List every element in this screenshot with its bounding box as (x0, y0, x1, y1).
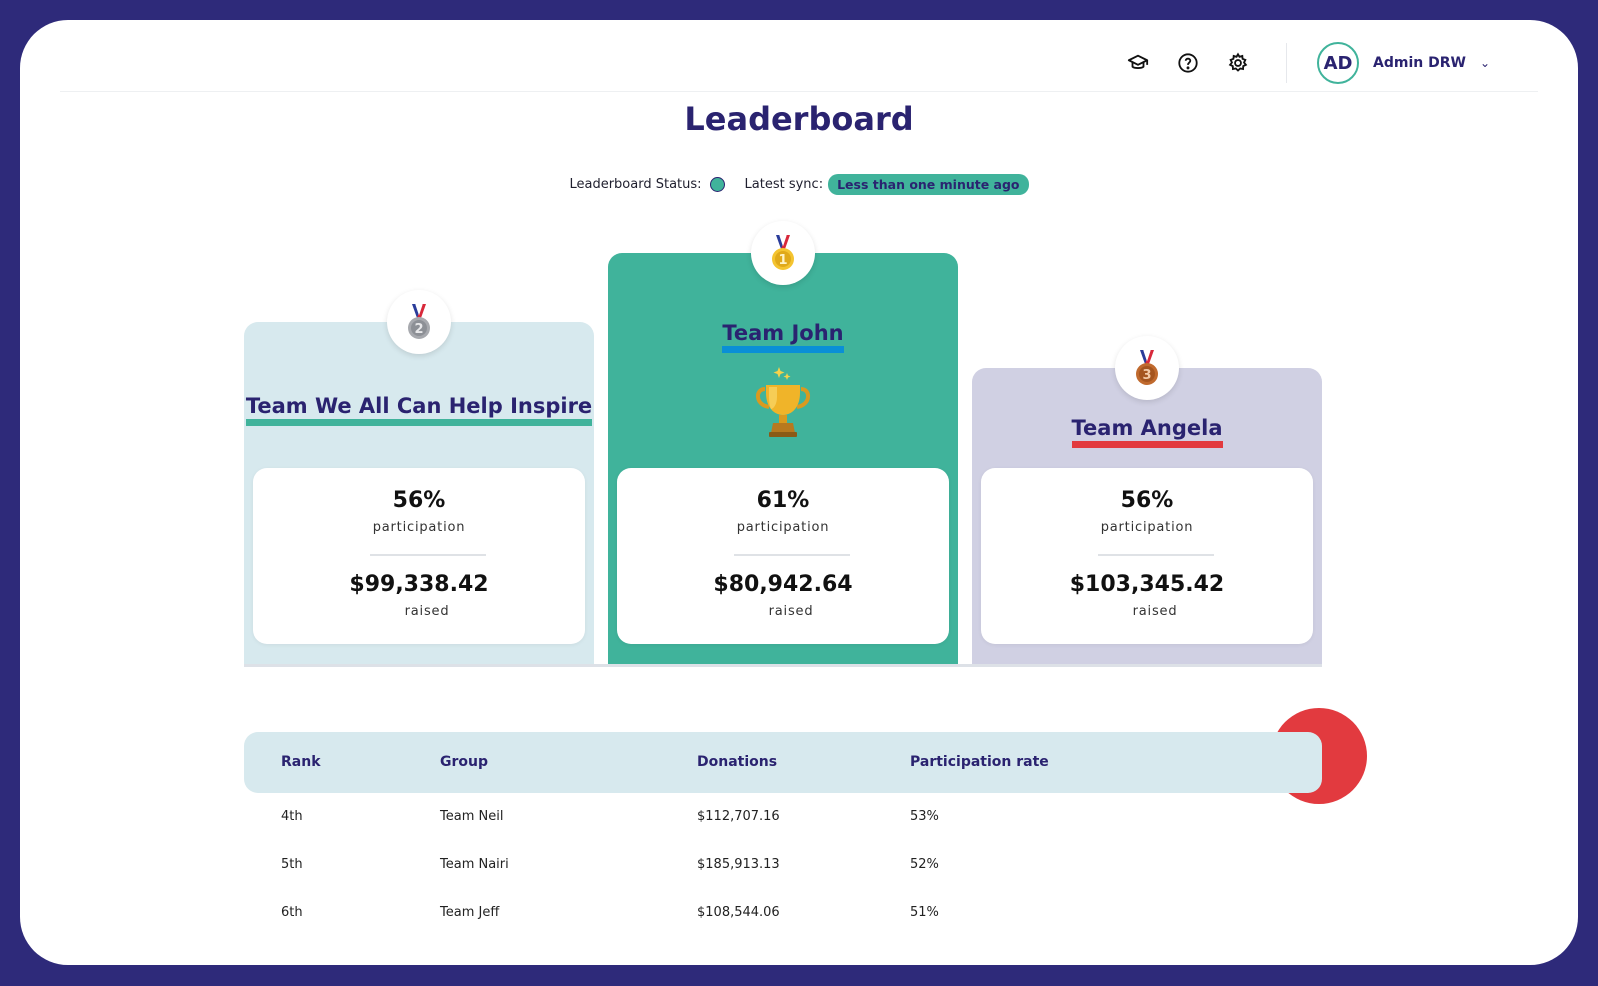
column-header-rank[interactable]: Rank (281, 754, 321, 770)
column-header-donations[interactable]: Donations (697, 754, 778, 770)
gold-medal-icon: 1 (751, 221, 815, 285)
table-row[interactable]: 5th Team Nairi $185,913.13 52% (244, 841, 1322, 889)
team-name: Team John (608, 321, 958, 353)
participation-value: 56% (1120, 488, 1174, 513)
stat-divider (370, 554, 486, 556)
trophy-icon (753, 363, 813, 443)
rate-cell: 51% (910, 905, 939, 920)
table-row[interactable]: 4th Team Neil $112,707.16 53% (244, 793, 1322, 841)
graduation-cap-icon[interactable] (1124, 49, 1152, 77)
raised-value: $80,942.64 (713, 572, 853, 597)
status-indicator (709, 177, 725, 192)
team-name: Team We All Can Help Inspire (244, 394, 594, 426)
user-name[interactable]: Admin DRW (1373, 55, 1466, 71)
column-header-participation-rate[interactable]: Participation rate (910, 754, 1049, 770)
gear-icon[interactable] (1224, 49, 1252, 77)
header-actions: AD Admin DRW ⌄ (1102, 42, 1490, 84)
podium-base-line (244, 664, 1322, 667)
participation-label: participation (1100, 520, 1194, 535)
raised-value: $99,338.42 (349, 572, 489, 597)
participation-label: participation (736, 520, 830, 535)
team-name: Team Angela (972, 416, 1322, 448)
group-cell: Team Jeff (440, 905, 500, 920)
team-name-label: Team Angela (1071, 416, 1223, 448)
stat-divider (1098, 554, 1214, 556)
leaderboard-status-row: Leaderboard Status: Latest sync: Less th… (20, 174, 1578, 195)
avatar[interactable]: AD (1317, 42, 1359, 84)
raised-label: raised (768, 604, 814, 619)
sync-label: Latest sync: (744, 177, 824, 192)
donations-cell: $108,544.06 (697, 905, 780, 920)
page-title: Leaderboard (684, 100, 914, 138)
team-name-label: Team John (722, 321, 844, 353)
help-circle-icon[interactable] (1174, 49, 1202, 77)
participation-value: 56% (392, 488, 446, 513)
table-row[interactable]: 6th Team Jeff $108,544.06 51% (244, 889, 1322, 937)
donations-cell: $185,913.13 (697, 857, 780, 872)
silver-medal-icon: 2 (387, 290, 451, 354)
raised-value: $103,345.42 (1069, 572, 1225, 597)
status-label: Leaderboard Status: (569, 177, 702, 192)
donations-cell: $112,707.16 (697, 809, 780, 824)
raised-label: raised (1132, 604, 1178, 619)
podium-card-second: 2 Team We All Can Help Inspire 56% parti… (244, 290, 594, 665)
column-header-group[interactable]: Group (440, 754, 489, 770)
stat-divider (734, 554, 850, 556)
podium-card-third: 3 Team Angela 56% participation $103,345… (972, 336, 1322, 665)
group-cell: Team Nairi (440, 857, 509, 872)
rank-cell: 6th (281, 905, 303, 920)
app-window: AD Admin DRW ⌄ Leaderboard Leaderboard S… (20, 20, 1578, 965)
table-header: Rank Group Donations Participation rate (244, 732, 1322, 793)
svg-text:1: 1 (778, 253, 787, 268)
rank-cell: 5th (281, 857, 303, 872)
team-stats: 61% participation $80,942.64 raised (617, 468, 949, 644)
rank-cell: 4th (281, 809, 303, 824)
leaderboard-table: Rank Group Donations Participation rate … (244, 732, 1322, 937)
rate-cell: 52% (910, 857, 939, 872)
team-name-label: Team We All Can Help Inspire (245, 394, 593, 426)
team-stats: 56% participation $103,345.42 raised (981, 468, 1313, 644)
header-divider (1286, 43, 1287, 83)
group-cell: Team Neil (440, 809, 504, 824)
chevron-down-icon[interactable]: ⌄ (1479, 56, 1490, 70)
podium-card-first: 1 Team John 61% participation $80,942.64… (608, 221, 958, 665)
rate-cell: 53% (910, 809, 939, 824)
sync-badge: Less than one minute ago (828, 174, 1029, 195)
svg-text:3: 3 (1142, 368, 1151, 383)
participation-value: 61% (756, 488, 810, 513)
svg-text:2: 2 (414, 322, 423, 337)
bronze-medal-icon: 3 (1115, 336, 1179, 400)
participation-label: participation (372, 520, 466, 535)
top-navigation-bar: AD Admin DRW ⌄ (60, 20, 1538, 92)
team-stats: 56% participation $99,338.42 raised (253, 468, 585, 644)
raised-label: raised (404, 604, 450, 619)
